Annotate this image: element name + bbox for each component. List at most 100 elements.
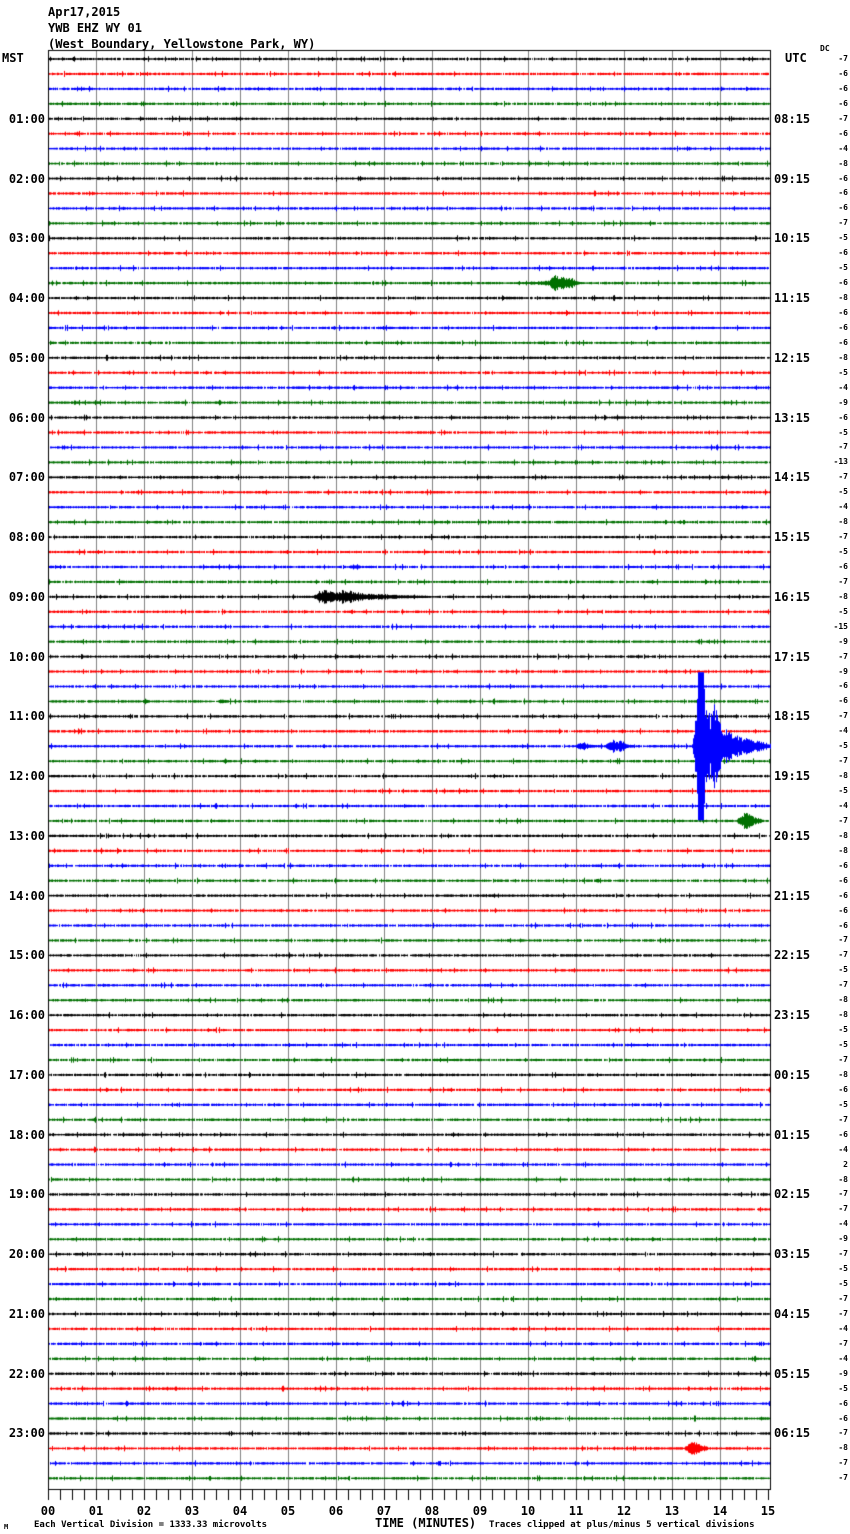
mst-hour-label: 06:00 xyxy=(8,410,45,425)
utc-hour-label: 12:15 xyxy=(774,350,811,365)
mst-hour-label: 10:00 xyxy=(8,649,45,664)
dc-offset-value: -7 xyxy=(838,1294,848,1304)
dc-offset-value: -6 xyxy=(838,248,848,258)
dc-offset-value: -7 xyxy=(838,950,848,960)
dc-offset-value: -6 xyxy=(838,561,848,571)
dc-offset-value: -6 xyxy=(838,98,848,108)
location-title: (West Boundary, Yellowstone Park, WY) xyxy=(48,37,316,51)
x-tick-label: 14 xyxy=(712,1504,728,1518)
dc-offset-value: -5 xyxy=(838,427,848,437)
corner-mark: M xyxy=(4,1523,9,1531)
utc-hour-label: 09:15 xyxy=(774,171,811,186)
dc-offset-value: -7 xyxy=(838,1308,848,1318)
x-tick-label: 13 xyxy=(664,1504,680,1518)
dc-offset-value: -8 xyxy=(838,591,848,601)
dc-offset-value: -6 xyxy=(838,173,848,183)
dc-offset-value: -7 xyxy=(838,1249,848,1259)
utc-hour-label: 02:15 xyxy=(774,1187,811,1202)
mst-hour-label: 01:00 xyxy=(8,111,45,126)
dc-offset-value: -8 xyxy=(838,1010,848,1020)
dc-offset-value: -6 xyxy=(838,307,848,317)
dc-offset-value: -8 xyxy=(838,352,848,362)
dc-offset-value: 2 xyxy=(843,1159,848,1169)
mst-hour-label: 12:00 xyxy=(8,769,45,784)
mst-hour-label: 02:00 xyxy=(8,171,45,186)
dc-offset-value: -7 xyxy=(838,980,848,990)
dc-offset-value: -9 xyxy=(838,1234,848,1244)
right-timezone-label: UTC xyxy=(785,51,807,65)
utc-hour-label: 15:15 xyxy=(774,530,811,545)
mst-hour-label: 18:00 xyxy=(8,1127,45,1142)
dc-offset-value: -8 xyxy=(838,771,848,781)
utc-hour-label: 03:15 xyxy=(774,1247,811,1262)
dc-offset-value: -7 xyxy=(838,1458,848,1468)
dc-offset-value: -5 xyxy=(838,1264,848,1274)
dc-offset-value: -5 xyxy=(838,1099,848,1109)
date-title: Apr17,2015 xyxy=(48,5,121,19)
dc-offset-value: -5 xyxy=(838,1025,848,1035)
utc-hour-label: 13:15 xyxy=(774,410,811,425)
dc-offset-value: -7 xyxy=(838,1473,848,1483)
utc-hour-label: 11:15 xyxy=(774,291,811,306)
mst-hour-label: 05:00 xyxy=(8,350,45,365)
dc-offset-value: -15 xyxy=(833,621,848,631)
dc-offset-value: -7 xyxy=(838,218,848,228)
utc-hour-label: 06:15 xyxy=(774,1426,811,1441)
dc-offset-value: -6 xyxy=(838,278,848,288)
dc-offset-value: -5 xyxy=(838,233,848,243)
dc-offset-value: -6 xyxy=(838,83,848,93)
dc-offset-value: -8 xyxy=(838,1443,848,1453)
dc-offset-value: -6 xyxy=(838,203,848,213)
x-axis-title: TIME (MINUTES) xyxy=(375,1516,477,1530)
dc-offset-value: -5 xyxy=(838,367,848,377)
mst-hour-label: 08:00 xyxy=(8,530,45,545)
dc-offset-value: -6 xyxy=(838,68,848,78)
dc-offset-value: -6 xyxy=(838,681,848,691)
dc-offset-value: -6 xyxy=(838,1129,848,1139)
utc-hour-label: 10:15 xyxy=(774,231,811,246)
dc-offset-value: -5 xyxy=(838,547,848,557)
scale-note: Each Vertical Division = 1333.33 microvo… xyxy=(34,1520,267,1530)
dc-offset-value: -5 xyxy=(838,786,848,796)
dc-offset-value: -7 xyxy=(838,1204,848,1214)
mst-hour-label: 16:00 xyxy=(8,1008,45,1023)
dc-offset-value: -8 xyxy=(838,158,848,168)
dc-offset-value: -13 xyxy=(833,457,848,467)
dc-offset-value: -6 xyxy=(838,337,848,347)
dc-offset-value: -4 xyxy=(838,143,848,153)
utc-hour-label: 21:15 xyxy=(774,888,811,903)
mst-hour-label: 09:00 xyxy=(8,589,45,604)
dc-offset-value: -7 xyxy=(838,756,848,766)
dc-offset-value: -6 xyxy=(838,905,848,915)
x-tick-label: 04 xyxy=(232,1504,248,1518)
dc-offset-value: -6 xyxy=(838,1398,848,1408)
utc-hour-label: 17:15 xyxy=(774,649,811,664)
mst-hour-label: 07:00 xyxy=(8,470,45,485)
dc-offset-value: -4 xyxy=(838,1219,848,1229)
dc-offset-value: -5 xyxy=(838,606,848,616)
mst-hour-label: 03:00 xyxy=(8,231,45,246)
dc-offset-value: -7 xyxy=(838,113,848,123)
dc-offset-value: -5 xyxy=(838,741,848,751)
utc-hour-label: 04:15 xyxy=(774,1306,811,1321)
dc-offset-value: -8 xyxy=(838,517,848,527)
dc-offset-value: -6 xyxy=(838,860,848,870)
dc-offset-header: DC xyxy=(820,44,830,53)
dc-offset-value: -4 xyxy=(838,1323,848,1333)
dc-offset-value: -8 xyxy=(838,830,848,840)
dc-offset-value: -9 xyxy=(838,636,848,646)
dc-offset-value: -6 xyxy=(838,322,848,332)
mst-hour-label: 23:00 xyxy=(8,1426,45,1441)
dc-offset-value: -6 xyxy=(838,188,848,198)
mst-hour-label: 13:00 xyxy=(8,828,45,843)
dc-offset-value: -9 xyxy=(838,397,848,407)
utc-hour-label: 14:15 xyxy=(774,470,811,485)
mst-hour-label: 04:00 xyxy=(8,291,45,306)
dc-offset-value: -6 xyxy=(838,696,848,706)
utc-hour-label: 20:15 xyxy=(774,828,811,843)
mst-hour-label: 19:00 xyxy=(8,1187,45,1202)
dc-offset-value: -4 xyxy=(838,502,848,512)
dc-offset-value: -5 xyxy=(838,263,848,273)
dc-offset-value: -7 xyxy=(838,1189,848,1199)
x-tick-label: 09 xyxy=(472,1504,488,1518)
